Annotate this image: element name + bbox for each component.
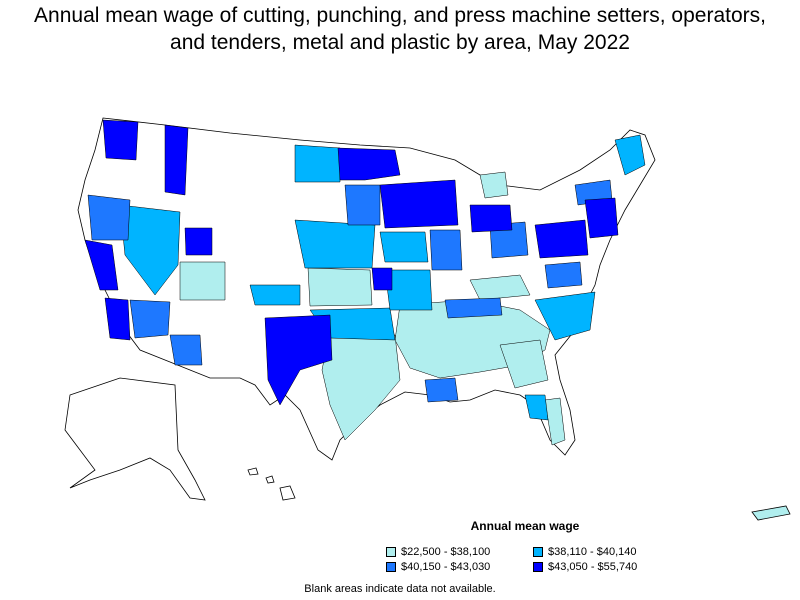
region-tennessee-mid-high [444, 297, 503, 319]
legend-title: Annual mean wage [470, 519, 580, 533]
region-idaho-high [164, 124, 189, 196]
region-georgia-low [499, 339, 549, 389]
region-northeast-high [584, 197, 619, 239]
legend-label-tier-1: $22,500 - $38,100 [401, 546, 491, 558]
region-kentucky-low [469, 274, 531, 301]
legend-item-tier-4: $43,050 - $55,740 [533, 561, 637, 573]
region-louisiana-mid-high [424, 377, 459, 403]
region-southern-california-high [104, 297, 131, 341]
region-carolinas-mid [534, 291, 596, 341]
region-wyoming-high [184, 227, 213, 256]
puerto-rico-outline [751, 505, 791, 521]
legend-label-tier-3: $40,150 - $43,030 [401, 561, 491, 573]
region-washington-high [102, 119, 139, 161]
map-title-line-1: Annual mean wage of cutting, punching, a… [34, 4, 766, 27]
region-texas-low [321, 329, 401, 441]
region-wisconsin-high [379, 179, 459, 229]
region-west-texas-high [264, 314, 333, 406]
region-minnesota-mid-high [344, 184, 381, 226]
footnote: Blank areas indicate data not available. [304, 583, 496, 595]
map-title-line-2: and tenders, metal and plastic by area, … [170, 31, 630, 54]
legend-swatch-tier-2 [533, 547, 543, 557]
region-new-mexico-mid-high [169, 334, 203, 366]
region-nebraska-mid [294, 219, 376, 269]
region-michigan-low [479, 171, 509, 199]
region-kansas-low [307, 267, 373, 307]
region-florida-low [544, 397, 566, 446]
alaska-outline [64, 377, 206, 501]
region-iowa-mid [379, 231, 429, 263]
region-virginia-mid-high [544, 261, 583, 289]
region-missouri-high [371, 267, 393, 291]
legend-label-tier-4: $43,050 - $55,740 [548, 561, 638, 573]
region-ohio-mid-high [489, 221, 529, 259]
tier-1-regions [179, 171, 566, 446]
legend-swatch-tier-3 [386, 562, 396, 572]
tier-3-regions [87, 179, 613, 403]
region-utah-low [179, 261, 226, 301]
region-california-high [84, 239, 119, 291]
hawaii-outline [247, 467, 296, 501]
region-missouri-mid [384, 269, 433, 311]
region-michigan-high [469, 204, 513, 233]
legend-item-tier-2: $38,110 - $40,140 [533, 546, 636, 558]
tier-4-regions [84, 119, 619, 406]
region-arizona-mid-high [129, 299, 171, 339]
region-pennsylvania-high [534, 219, 589, 259]
region-north-dakota-mid [294, 144, 341, 183]
legend-item-tier-1: $22,500 - $38,100 [386, 546, 490, 558]
region-illinois-mid-high [429, 229, 463, 271]
tier-2-regions [119, 134, 646, 421]
map-title: Annual mean wage of cutting, punching, a… [0, 2, 800, 56]
region-nevada-mid [119, 204, 181, 296]
region-florida-mid [524, 394, 549, 421]
region-upper-midwest-high [337, 147, 401, 181]
region-maine-mid [614, 134, 646, 176]
region-oregon-mid-high [87, 194, 131, 241]
legend-label-tier-2: $38,110 - $40,140 [548, 546, 637, 558]
legend-swatch-tier-4 [533, 562, 543, 572]
legend-item-tier-3: $40,150 - $43,030 [386, 561, 490, 573]
legend-swatch-tier-1 [386, 547, 396, 557]
region-colorado-mid [249, 284, 301, 306]
